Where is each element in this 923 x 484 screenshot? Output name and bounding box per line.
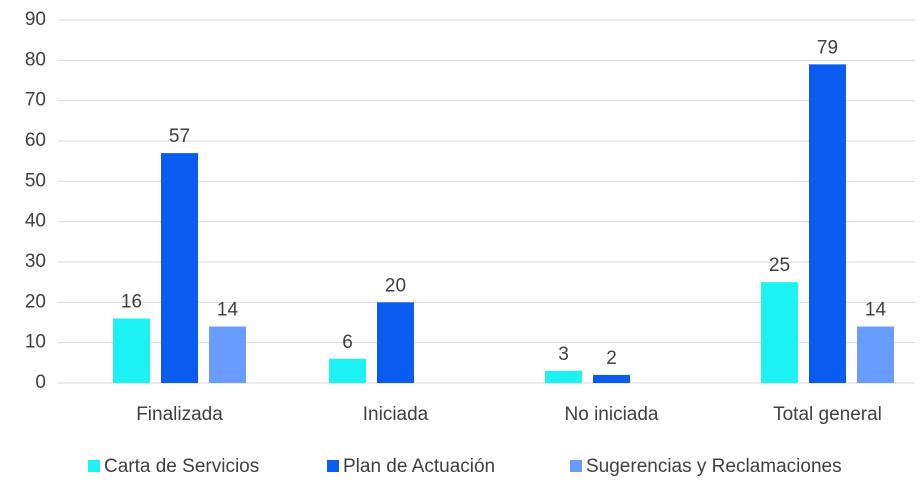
data-label: 20	[385, 275, 406, 296]
y-tick-label: 90	[25, 9, 46, 30]
y-tick-label: 30	[25, 251, 46, 272]
y-tick-label: 10	[25, 332, 46, 353]
y-tick-label: 50	[25, 170, 46, 191]
bar	[809, 64, 846, 383]
data-label: 2	[606, 348, 617, 369]
x-tick-label: Total general	[773, 404, 882, 425]
x-tick-label: No iniciada	[565, 404, 659, 425]
bar	[761, 282, 798, 383]
bar	[593, 374, 630, 383]
y-tick-label: 20	[25, 291, 46, 312]
y-tick-label: 0	[35, 372, 46, 393]
bar	[545, 370, 582, 383]
bar	[329, 358, 366, 383]
x-tick-label: Iniciada	[363, 404, 429, 425]
legend-label: Carta de Servicios	[104, 456, 259, 477]
y-tick-label: 80	[25, 49, 46, 70]
bar	[377, 302, 414, 383]
data-label: 25	[769, 255, 790, 276]
legend-swatch	[570, 460, 582, 472]
data-label: 14	[865, 300, 887, 321]
bar	[857, 326, 894, 383]
data-label: 79	[817, 37, 838, 58]
y-tick-label: 70	[25, 90, 46, 111]
bar	[209, 326, 246, 383]
data-label: 57	[169, 126, 190, 147]
data-label: 3	[558, 344, 569, 365]
legend-label: Plan de Actuación	[343, 456, 495, 477]
data-label: 6	[342, 332, 353, 353]
bar	[113, 318, 150, 383]
legend-swatch	[88, 460, 100, 472]
x-tick-label: Finalizada	[136, 404, 223, 425]
y-tick-label: 60	[25, 130, 46, 151]
legend-swatch	[327, 460, 339, 472]
data-label: 14	[217, 300, 239, 321]
data-label: 16	[121, 291, 142, 312]
bar	[161, 153, 198, 383]
legend-label: Sugerencias y Reclamaciones	[586, 456, 842, 477]
y-tick-label: 40	[25, 211, 46, 232]
